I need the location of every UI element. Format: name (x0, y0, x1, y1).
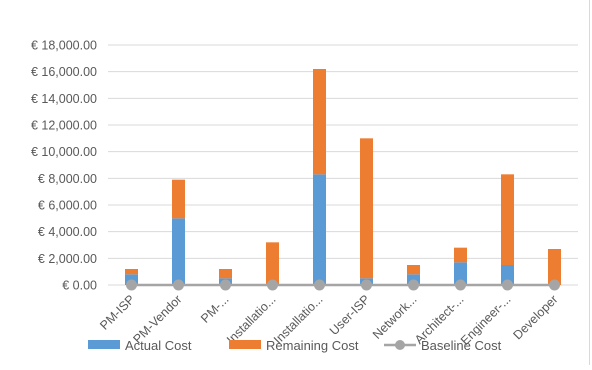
baseline-cost-marker (455, 279, 466, 291)
bar-actual-cost (313, 174, 326, 285)
x-category-label: User-ISP (327, 292, 373, 338)
bar-remaining-cost (454, 247, 467, 263)
chart-frame-edge (589, 0, 590, 365)
baseline-cost-marker (314, 279, 325, 291)
y-tick-label: € 6,000.00 (38, 199, 97, 213)
x-category-label: PM-... (198, 292, 231, 325)
legend-label: Remaining Cost (266, 338, 359, 353)
x-category-label: Developer (510, 292, 560, 342)
baseline-cost-marker (361, 279, 372, 291)
y-tick-label: € 2,000.00 (38, 252, 97, 266)
bar-remaining-cost (501, 174, 514, 265)
baseline-cost-marker (549, 279, 560, 291)
y-tick-label: € 10,000.00 (31, 145, 97, 159)
y-tick-label: € 14,000.00 (31, 92, 97, 106)
legend: Actual Cost Remaining Cost Baseline Cost (88, 338, 502, 353)
bar-remaining-cost (407, 265, 420, 275)
legend-label: Actual Cost (125, 338, 192, 353)
y-tick-label: € 12,000.00 (31, 119, 97, 133)
bar-actual-cost (501, 265, 514, 285)
bar-remaining-cost (266, 242, 279, 285)
bar-actual-cost (172, 218, 185, 285)
x-category-label: Network... (370, 292, 420, 342)
bar-remaining-cost (548, 249, 561, 285)
bar-remaining-cost (360, 138, 373, 279)
y-tick-label: € 16,000.00 (31, 65, 97, 79)
y-axis-tick-labels: € 0.00 € 2,000.00 € 4,000.00 € 6,000.00 € 8,… (31, 39, 97, 293)
legend-swatch (229, 340, 261, 349)
baseline-cost-marker (173, 279, 184, 291)
bar-remaining-cost (172, 179, 185, 219)
x-category-label: PM-ISP (97, 292, 137, 332)
bar-remaining-cost (219, 269, 232, 279)
baseline-cost-marker (126, 279, 137, 291)
bars (125, 69, 561, 285)
y-tick-label: € 8,000.00 (38, 172, 97, 186)
gridlines (108, 44, 578, 286)
baseline-cost-series (126, 279, 560, 291)
legend-label: Baseline Cost (421, 338, 502, 353)
baseline-cost-marker (220, 279, 231, 291)
baseline-cost-marker (267, 279, 278, 291)
legend-marker (395, 340, 405, 350)
baseline-cost-marker (408, 279, 419, 291)
bar-remaining-cost (125, 269, 138, 275)
baseline-cost-marker (502, 279, 513, 291)
bar-actual-cost (454, 262, 467, 285)
y-tick-label: € 4,000.00 (38, 225, 97, 239)
y-tick-label: € 18,000.00 (31, 39, 97, 53)
y-tick-label: € 0.00 (62, 279, 97, 293)
bar-remaining-cost (313, 69, 326, 175)
legend-swatch (88, 340, 120, 349)
